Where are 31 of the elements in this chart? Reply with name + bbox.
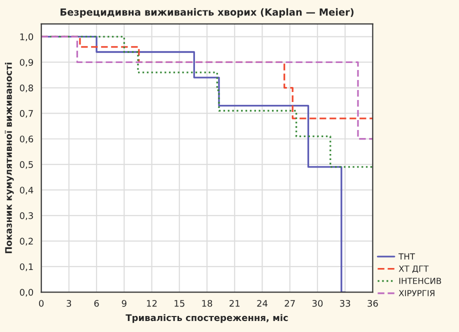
y-tick-label: 0,3 xyxy=(20,212,33,220)
x-tick-label: 3 xyxy=(66,300,72,307)
y-tick-label: 0,1 xyxy=(20,263,33,272)
y-tick-label: 0,9 xyxy=(20,58,34,67)
chart-title: Безрецидивна виживаність хворих (Kaplan — Meier) xyxy=(60,8,354,18)
x-tick-label: 30 xyxy=(312,300,323,307)
legend-label: ХТ ДГТ xyxy=(398,266,429,273)
x-tick-label: 12 xyxy=(147,300,157,307)
legend-label: ТНТ xyxy=(398,253,416,260)
legend-label: ІНТЕНСИВ xyxy=(399,278,442,284)
x-tick-label: 24 xyxy=(257,300,268,307)
y-tick-label: 0,2 xyxy=(20,238,33,246)
y-tick-label: 0,7 xyxy=(20,110,33,118)
x-tick-label: 0 xyxy=(39,300,44,307)
y-tick-label: 0,5 xyxy=(20,161,33,169)
y-tick-label: 0,0 xyxy=(20,288,34,297)
y-tick-label: 0,8 xyxy=(20,84,34,92)
y-axis-title: Показник кумулятивної виживаності xyxy=(4,62,14,254)
x-tick-label: 33 xyxy=(340,300,350,307)
y-tick-label: 0,6 xyxy=(20,136,34,144)
x-tick-label: 6 xyxy=(94,300,99,307)
x-tick-label: 21 xyxy=(230,300,240,307)
legend-label: ХІРУРГІЯ xyxy=(398,290,434,296)
x-tick-label: 18 xyxy=(202,300,212,307)
y-tick-label: 1,0 xyxy=(20,33,34,42)
x-tick-label: 15 xyxy=(174,300,184,307)
x-tick-label: 36 xyxy=(368,300,378,307)
y-tick-label: 0,4 xyxy=(20,186,34,194)
x-tick-label: 27 xyxy=(284,300,295,307)
x-tick-label: 9 xyxy=(122,300,126,307)
x-axis-title: Тривалість спостереження, міс xyxy=(126,314,288,323)
